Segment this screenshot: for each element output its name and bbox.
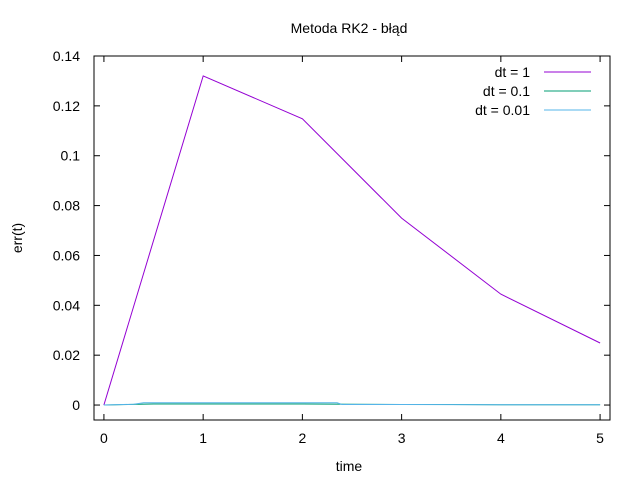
x-axis-label: time [336, 458, 363, 474]
y-tick-label: 0.06 [53, 247, 80, 263]
x-tick-label: 4 [497, 430, 505, 446]
plot-frame [93, 55, 611, 421]
x-tick-label: 2 [298, 430, 306, 446]
y-tick-label: 0.08 [53, 198, 80, 214]
x-tick-label: 5 [596, 430, 604, 446]
legend-label-0: dt = 1 [495, 64, 531, 80]
x-tick-label: 0 [100, 430, 108, 446]
plot-series [103, 75, 601, 406]
legend: dt = 1 dt = 0.1 dt = 0.01 [475, 64, 591, 118]
y-tick-label: 0.1 [61, 148, 81, 164]
x-tick-label: 3 [398, 430, 406, 446]
x-tick-label: 1 [199, 430, 207, 446]
legend-label-1: dt = 0.1 [483, 83, 530, 99]
y-tick-label: 0 [72, 397, 80, 413]
legend-label-2: dt = 0.01 [475, 102, 530, 118]
y-tick-label: 0.02 [53, 347, 80, 363]
axis-ticks: 0 0.02 0.04 0.06 0.08 0.1 0.12 0.14 0 1 2 3 4 5 [53, 48, 610, 446]
series-line-0 [103, 75, 601, 406]
y-axis-label: err(t) [9, 223, 25, 253]
chart-title: Metoda RK2 - błąd [291, 20, 408, 36]
y-tick-label: 0.04 [53, 297, 80, 313]
y-tick-label: 0.12 [53, 98, 80, 114]
series-line-2 [103, 402, 601, 406]
y-tick-label: 0.14 [53, 48, 80, 64]
